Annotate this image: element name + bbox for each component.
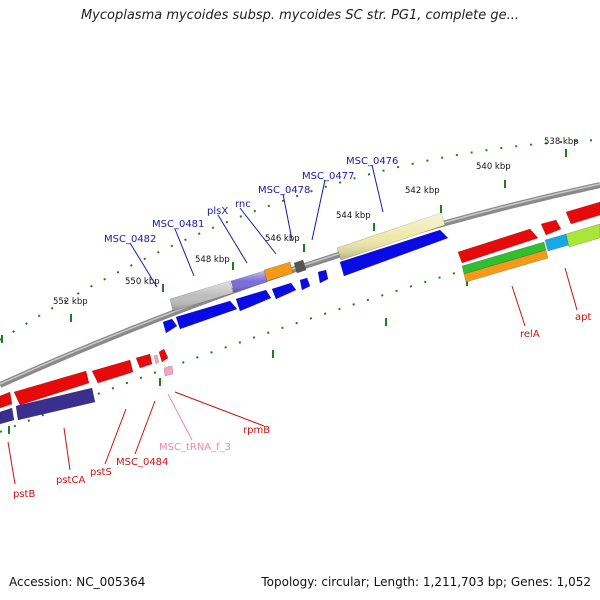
gene-label-rnc[interactable]: rnc xyxy=(235,199,251,210)
gene-label-msc0482[interactable]: MSC_0482 xyxy=(104,234,156,245)
gene-arrow[interactable] xyxy=(175,300,238,330)
scale-label: 544 kbp xyxy=(336,211,371,221)
gene-label-rela[interactable]: relA xyxy=(520,329,540,340)
upper-gene-labels: MSC_0476 MSC_0477 MSC_0478 rnc plsX MSC_… xyxy=(104,156,398,245)
scale-label: 552 kbp xyxy=(53,297,88,307)
scale-label: 546 kbp xyxy=(265,234,300,244)
gene-block[interactable] xyxy=(544,233,570,252)
gene-label-apt[interactable]: apt xyxy=(575,312,591,323)
gene-block[interactable] xyxy=(15,387,96,421)
gene-arrow[interactable] xyxy=(13,370,90,406)
scale-label: 550 kbp xyxy=(125,277,160,287)
gene-label-pstca[interactable]: pstCA xyxy=(56,475,85,486)
gene-block[interactable] xyxy=(293,259,307,274)
lower-leader-lines xyxy=(7,267,578,485)
lower-gene-track xyxy=(0,348,174,425)
upper-leader-lines xyxy=(129,164,384,288)
outer-scale-ruler xyxy=(0,139,600,341)
right-gene-track xyxy=(457,201,600,283)
gene-label-msc0481[interactable]: MSC_0481 xyxy=(152,219,204,230)
scale-label: 540 kbp xyxy=(476,162,511,172)
gene-arrow[interactable] xyxy=(153,354,160,365)
map-title: Mycoplasma mycoides subsp. mycoides SC s… xyxy=(80,8,520,23)
gene-arrow[interactable] xyxy=(91,359,134,384)
genome-backbone xyxy=(0,182,600,388)
gene-arrow[interactable] xyxy=(540,219,562,236)
scale-label: 548 kbp xyxy=(195,255,230,265)
gene-block[interactable] xyxy=(565,223,600,248)
gene-label-msc0478[interactable]: MSC_0478 xyxy=(258,185,310,196)
gene-block[interactable] xyxy=(463,249,549,283)
gene-arrow[interactable] xyxy=(271,282,297,300)
gene-arrow[interactable] xyxy=(162,318,178,334)
gene-block[interactable] xyxy=(263,261,294,282)
gene-label-msc0476[interactable]: MSC_0476 xyxy=(346,156,398,167)
gene-arrow[interactable] xyxy=(158,348,169,363)
gene-label-msc0477[interactable]: MSC_0477 xyxy=(302,171,354,182)
gene-arrow[interactable] xyxy=(317,269,329,284)
scale-label: 538 kbp xyxy=(544,137,579,147)
gene-label-psts[interactable]: pstS xyxy=(90,467,112,478)
gene-arrow[interactable] xyxy=(235,289,272,312)
gene-arrow[interactable] xyxy=(299,277,311,291)
scale-label: 542 kbp xyxy=(405,186,440,196)
gene-label-rpmb[interactable]: rpmB xyxy=(243,425,270,436)
gene-arrow[interactable] xyxy=(135,353,153,369)
gene-arrow[interactable] xyxy=(339,229,449,277)
gene-block[interactable] xyxy=(163,365,174,377)
gene-arrow[interactable] xyxy=(457,228,539,264)
gene-arrow[interactable] xyxy=(565,201,600,225)
gene-block[interactable] xyxy=(0,407,15,425)
gene-label-pstb[interactable]: pstB xyxy=(13,489,35,500)
lower-gene-labels: apt relA rpmB MSC_tRNA_f_3 MSC_0484 pstS… xyxy=(13,312,591,500)
accession-text: Accession: NC_005364 xyxy=(9,575,146,589)
gene-label-msc0484[interactable]: MSC_0484 xyxy=(116,457,168,468)
gene-label-plsx[interactable]: plsX xyxy=(207,206,228,217)
major-ticks xyxy=(1,149,567,434)
gene-label-trna-f3[interactable]: MSC_tRNA_f_3 xyxy=(159,442,231,453)
genome-summary-text: Topology: circular; Length: 1,211,703 bp… xyxy=(261,575,591,589)
gene-arrow[interactable] xyxy=(0,391,13,409)
